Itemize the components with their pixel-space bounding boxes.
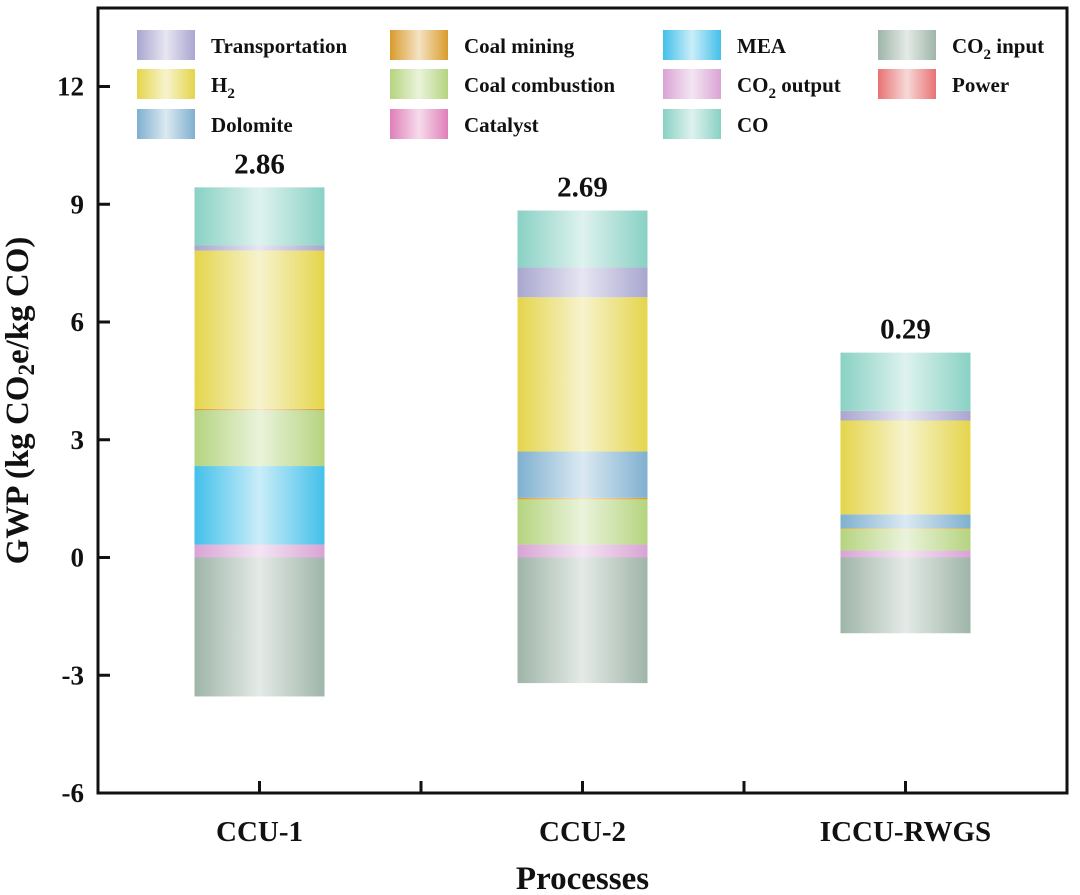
- bar-segment-coal-combustion-ccu-2: [517, 499, 648, 545]
- y-tick-label: -3: [62, 660, 85, 690]
- bar-segment-transportation-ccu-1: [194, 245, 325, 251]
- legend-swatch: [137, 109, 195, 139]
- y-tick-label: 6: [71, 307, 85, 337]
- legend: Transportation Coal mining MEA CO2 input H2 C…: [137, 30, 1044, 139]
- legend-label: Power: [952, 73, 1009, 97]
- bar-segment-dolomite-iccu-rwgs: [840, 514, 971, 529]
- legend-item-co2-input: CO2 input: [878, 30, 1044, 63]
- y-tick-label: -6: [62, 778, 85, 808]
- bar-stack-iccu-rwgs: [840, 352, 971, 634]
- legend-swatch: [137, 69, 195, 99]
- bar-segment-coal-combustion-iccu-rwgs: [840, 528, 971, 551]
- legend-label: CO: [737, 113, 769, 137]
- bar-segment-co-ccu-1: [194, 187, 325, 246]
- legend-item-h2: H2: [137, 69, 235, 102]
- bar-segment-co-iccu-rwgs: [840, 352, 971, 411]
- legend-item-transportation: Transportation: [137, 30, 347, 60]
- x-tick-label-ccu-1: CCU-1: [216, 816, 303, 848]
- total-labels: 2.86 2.69 0.29: [234, 148, 931, 345]
- legend-label: Coal combustion: [464, 73, 615, 97]
- bar-segment-co-ccu-2: [517, 210, 648, 268]
- bar-segment-co2-output-ccu-2: [517, 544, 648, 558]
- bar-segment-coal-mining-iccu-rwgs: [840, 528, 971, 529]
- bar-segment-co2-input-iccu-rwgs: [840, 557, 971, 634]
- bar-stack-ccu-1: [194, 187, 325, 697]
- y-tick-label: 9: [71, 189, 85, 219]
- legend-swatch: [390, 109, 448, 139]
- legend-label: H2: [211, 73, 235, 102]
- total-label-iccu-rwgs: 0.29: [880, 314, 931, 346]
- legend-item-coal-combustion: Coal combustion: [390, 69, 615, 99]
- bar-segment-co2-output-ccu-1: [194, 544, 325, 558]
- bar-stacks: [194, 187, 971, 697]
- bar-segment-co2-input-ccu-2: [517, 557, 648, 684]
- legend-swatch: [663, 30, 721, 60]
- bar-segment-transportation-ccu-2: [517, 267, 648, 298]
- bar-segment-transportation-iccu-rwgs: [840, 410, 971, 421]
- legend-label: Coal mining: [464, 34, 575, 58]
- bar-stack-ccu-2: [517, 210, 648, 684]
- legend-swatch: [390, 30, 448, 60]
- legend-swatch: [878, 30, 936, 60]
- x-axis-title: Processes: [516, 861, 649, 895]
- legend-item-coal-mining: Coal mining: [390, 30, 575, 60]
- legend-swatch: [663, 109, 721, 139]
- legend-swatch: [663, 69, 721, 99]
- x-tick-label-iccu-rwgs: ICCU-RWGS: [820, 816, 991, 848]
- legend-label: Catalyst: [464, 113, 539, 137]
- legend-label: Dolomite: [211, 113, 293, 137]
- bar-segment-dolomite-ccu-2: [517, 451, 648, 498]
- legend-label: Transportation: [211, 34, 347, 58]
- legend-swatch: [878, 69, 936, 99]
- x-axis: CCU-1 CCU-2 ICCU-RWGS: [216, 781, 991, 848]
- y-axis-title: GWP (kg CO2e/kg CO): [0, 237, 39, 565]
- legend-item-dolomite: Dolomite: [137, 109, 293, 139]
- bar-segment-h2-ccu-2: [517, 297, 648, 452]
- legend-item-co: CO: [663, 109, 769, 139]
- y-tick-label: 0: [71, 543, 85, 573]
- y-axis: -6 -3 0 3 6 9 12: [57, 72, 110, 808]
- x-tick-label-ccu-2: CCU-2: [539, 816, 626, 848]
- bar-segment-h2-ccu-1: [194, 250, 325, 409]
- legend-label: CO2 input: [952, 34, 1044, 63]
- bar-segment-coal-mining-ccu-1: [194, 408, 325, 411]
- legend-swatch: [137, 30, 195, 60]
- legend-item-co2-output: CO2 output: [663, 69, 841, 102]
- y-tick-label: 12: [57, 72, 84, 102]
- total-label-ccu-2: 2.69: [557, 172, 608, 204]
- legend-label: MEA: [737, 34, 787, 58]
- bar-segment-co2-output-iccu-rwgs: [840, 550, 971, 558]
- total-label-ccu-1: 2.86: [234, 148, 285, 180]
- bar-segment-h2-iccu-rwgs: [840, 420, 971, 515]
- legend-label: CO2 output: [737, 73, 841, 102]
- bar-segment-mea-ccu-1: [194, 466, 325, 545]
- bar-segment-coal-combustion-ccu-1: [194, 410, 325, 467]
- bar-segment-co2-input-ccu-1: [194, 557, 325, 697]
- legend-item-power: Power: [878, 69, 1009, 99]
- legend-item-catalyst: Catalyst: [390, 109, 539, 139]
- legend-item-mea: MEA: [663, 30, 787, 60]
- bar-segment-coal-mining-ccu-2: [517, 497, 648, 500]
- y-tick-label: 3: [71, 425, 85, 455]
- legend-swatch: [390, 69, 448, 99]
